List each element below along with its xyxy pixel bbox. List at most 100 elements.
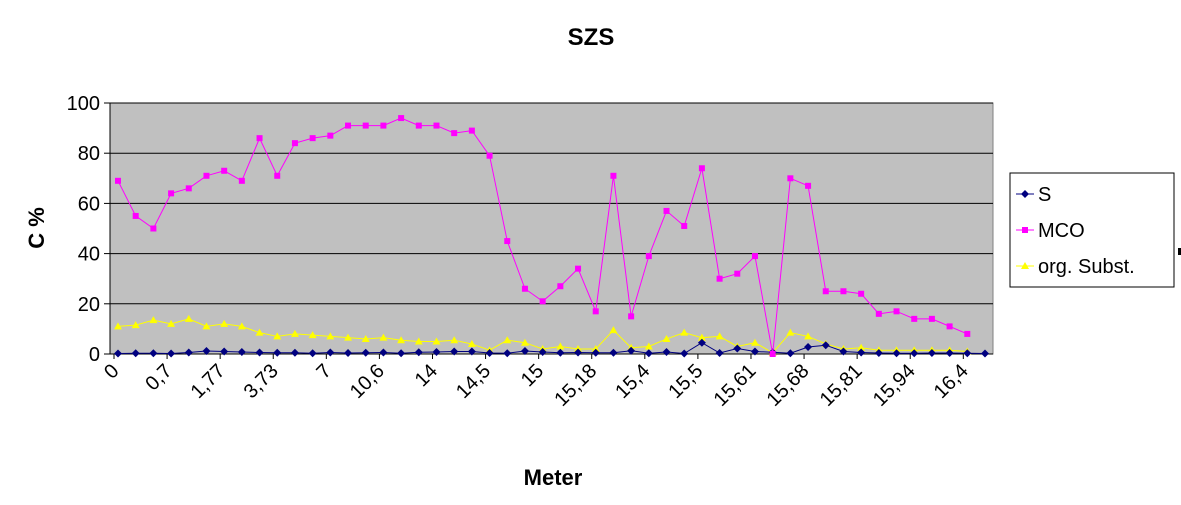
data-point-mco: [822, 288, 829, 295]
data-point-mco: [132, 212, 139, 219]
data-point-org-subst: [804, 332, 813, 340]
data-point-org-subst: [167, 319, 176, 327]
data-point-mco: [539, 298, 546, 305]
data-point-s: [644, 349, 653, 358]
data-point-mco: [221, 167, 228, 174]
data-point-s: [662, 347, 671, 356]
data-point-s: [874, 348, 883, 357]
data-point-org-subst: [237, 322, 246, 330]
x-axis-title: Meter: [524, 465, 583, 490]
data-point-mco: [805, 182, 812, 189]
data-point-mco: [628, 313, 635, 320]
data-point-s: [503, 349, 512, 358]
data-point-org-subst: [662, 334, 671, 342]
legend-label: S: [1038, 184, 1051, 206]
data-point-s: [945, 348, 954, 357]
data-point-mco: [291, 140, 298, 147]
data-point-s: [715, 348, 724, 357]
data-point-mco: [433, 122, 440, 129]
data-point-s: [273, 348, 282, 357]
data-point-org-subst: [786, 328, 795, 336]
data-point-mco: [681, 222, 688, 229]
data-point-s: [538, 347, 547, 356]
data-point-mco: [168, 190, 175, 197]
data-point-s: [591, 348, 600, 357]
data-point-mco: [734, 270, 741, 277]
data-point-org-subst: [202, 322, 211, 330]
data-point-mco: [486, 152, 493, 159]
data-point-mco: [858, 290, 865, 297]
data-point-org-subst: [308, 331, 317, 339]
data-point-mco: [521, 285, 528, 292]
x-tick-label: 3,73: [240, 360, 283, 403]
data-point-org-subst: [114, 322, 122, 330]
data-point-s: [963, 349, 972, 358]
data-point-mco: [769, 351, 776, 357]
data-point-org-subst: [220, 319, 229, 327]
x-tick-label: 15,94: [869, 360, 920, 411]
data-point-s: [397, 349, 406, 358]
y-tick-label: 40: [78, 244, 100, 266]
legend-label: MCO: [1038, 220, 1085, 242]
data-point-mco: [592, 308, 599, 315]
x-tick-label: 0,7: [141, 360, 176, 395]
data-point-s: [839, 347, 848, 356]
y-tick-label: 80: [78, 143, 100, 165]
data-point-org-subst: [414, 337, 423, 345]
data-point-mco: [964, 330, 971, 337]
data-point-org-subst: [503, 336, 512, 344]
data-point-s: [910, 349, 919, 358]
data-point-s: [237, 347, 246, 356]
x-tick-label: 15,5: [664, 360, 707, 403]
data-point-org-subst: [344, 333, 353, 341]
data-point-mco: [256, 135, 263, 142]
data-point-s: [184, 348, 193, 357]
data-point-mco: [309, 135, 316, 142]
x-axis: 0 0,7 1,77 3,73 7 10,6 14 14,5 15 15,18 15,4 15,5 15…: [100, 354, 973, 411]
data-point-mco: [946, 323, 953, 330]
data-point-org-subst: [450, 336, 459, 344]
legend-marker: [1021, 190, 1029, 198]
data-point-s: [414, 348, 423, 357]
data-point-mco: [557, 283, 564, 290]
x-tick-label: 15,81: [816, 360, 867, 411]
data-point-org-subst: [149, 316, 158, 324]
y-axis: 0 20 40 60 80 100: [67, 93, 111, 366]
data-point-org-subst: [131, 321, 140, 329]
data-point-s: [821, 341, 830, 350]
chart-title: SZS: [568, 24, 615, 51]
y-tick-label: 0: [89, 344, 100, 366]
x-tick-label: 1,77: [187, 360, 230, 403]
data-point-mco: [575, 265, 582, 272]
data-point-org-subst: [556, 342, 565, 350]
data-point-org-subst: [857, 343, 866, 351]
data-point-s: [733, 344, 742, 353]
data-point-org-subst: [715, 332, 724, 340]
data-point-s: [892, 349, 901, 358]
legend-item-mco: MCO: [1016, 220, 1085, 242]
x-tick-label: 15,68: [763, 360, 814, 411]
data-point-s: [361, 348, 370, 357]
data-point-s: [450, 347, 459, 356]
x-tick-label: 15,61: [710, 360, 761, 411]
data-point-s: [927, 348, 936, 357]
data-point-mco: [345, 122, 352, 129]
data-point-s: [149, 349, 158, 358]
data-point-mco: [645, 253, 652, 260]
gridlines: [110, 102, 993, 355]
data-point-mco: [150, 225, 157, 232]
x-tick-label: 15: [517, 360, 548, 391]
x-tick-label: 16,4: [930, 360, 973, 403]
data-point-org-subst: [520, 338, 529, 346]
legend-item-org-subst: org. Subst.: [1016, 256, 1135, 278]
x-tick-label: 10,6: [346, 360, 389, 403]
data-point-s: [344, 348, 353, 357]
data-point-mco: [327, 132, 334, 139]
data-point-s: [167, 349, 176, 358]
data-point-s: [520, 346, 529, 355]
data-point-s: [255, 348, 264, 357]
data-point-s: [786, 349, 795, 358]
data-point-mco: [185, 185, 192, 192]
data-point-mco: [840, 288, 847, 295]
